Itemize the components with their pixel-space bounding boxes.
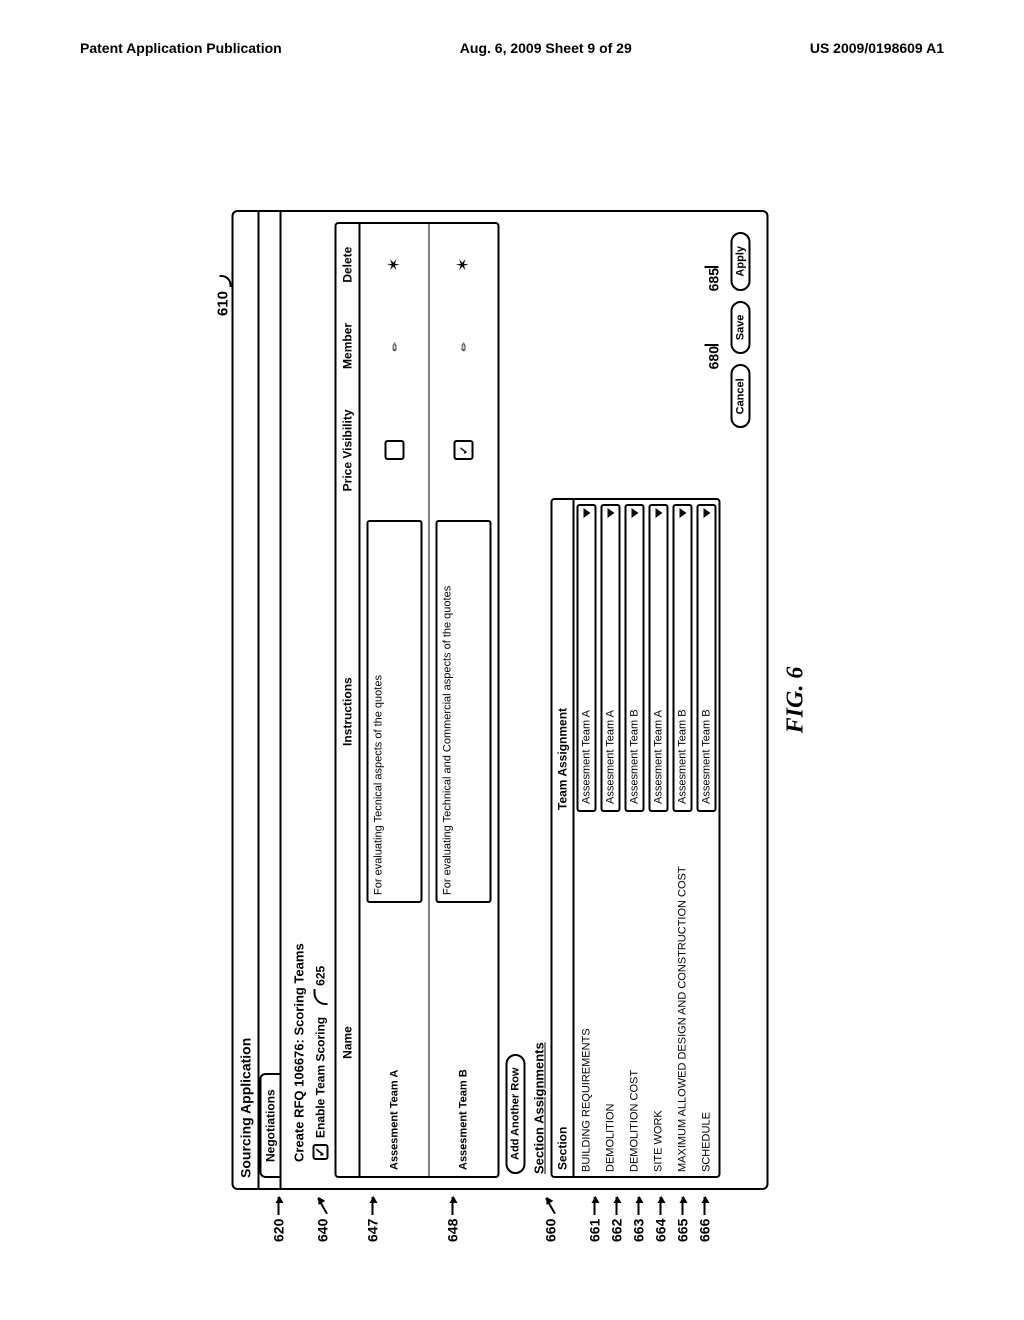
team-assignment-select[interactable]: Assesment Team B — [697, 504, 717, 812]
col-team-assignment: Team Assignment — [553, 500, 574, 816]
team-row: Assesment Team A For evaluating Tecnical… — [360, 224, 430, 1176]
enable-label: Enable Team Scoring — [314, 1016, 328, 1137]
save-button[interactable]: Save — [731, 300, 751, 354]
tab-negotiations[interactable]: Negotiations — [260, 1073, 280, 1178]
chevron-down-icon — [655, 508, 662, 518]
team-name: Assesment Team A — [360, 909, 430, 1176]
team-assignment-select[interactable]: Assesment Team A — [649, 504, 669, 812]
chevron-down-icon — [631, 508, 638, 518]
section-name: DEMOLITION COST — [623, 816, 647, 1176]
chevron-down-icon — [583, 508, 590, 518]
enable-team-scoring-checkbox[interactable]: ✓ — [313, 1144, 329, 1160]
ref-685: 685 — [705, 266, 722, 291]
edit-member-icon[interactable] — [387, 338, 403, 354]
sections-table: Section Team Assignment BUILDING REQUIRE… — [551, 498, 721, 1178]
delete-icon[interactable] — [391, 257, 403, 271]
header-right: US 2009/0198609 A1 — [810, 40, 944, 56]
team-assignment-select[interactable]: Assesment Team B — [625, 504, 645, 812]
section-row: MAXIMUM ALLOWED DESIGN AND CONSTRUCTION … — [671, 500, 695, 1176]
teams-table: Name Instructions Price Visibility Membe… — [335, 222, 500, 1178]
team-assignment-select[interactable]: Assesment Team A — [601, 504, 621, 812]
apply-button[interactable]: Apply — [731, 232, 751, 291]
col-instructions: Instructions — [337, 514, 360, 909]
figure-caption: FIG. 6 — [783, 210, 810, 1190]
price-visibility-checkbox[interactable] — [385, 440, 405, 460]
header-left: Patent Application Publication — [80, 40, 282, 56]
ref-numerals: 620 640 647 648 660 661 662 663 664 665 … — [215, 1192, 810, 1242]
col-delete: Delete — [337, 224, 360, 305]
team-instructions-input[interactable]: For evaluating Tecnical aspects of the q… — [367, 520, 423, 903]
team-name: Assesment Team B — [429, 909, 498, 1176]
header-center: Aug. 6, 2009 Sheet 9 of 29 — [460, 40, 632, 56]
add-another-row-button[interactable]: Add Another Row — [506, 1053, 526, 1173]
section-name: SCHEDULE — [695, 816, 719, 1176]
section-row: SCHEDULE Assesment Team B — [695, 500, 719, 1176]
team-instructions-input[interactable]: For evaluating Technical and Commercial … — [436, 520, 492, 903]
section-name: MAXIMUM ALLOWED DESIGN AND CONSTRUCTION … — [671, 816, 695, 1176]
col-member: Member — [337, 305, 360, 386]
ref-680: 680 — [705, 344, 722, 369]
section-assignments-title: Section Assignments — [532, 222, 547, 1174]
ref-625: 625 — [314, 965, 328, 1004]
app-window: Sourcing Application Negotiations Create… — [232, 210, 769, 1190]
ref-610: 610 — [215, 210, 232, 1190]
team-assignment-select[interactable]: Assesment Team B — [673, 504, 693, 812]
section-row: DEMOLITION Assesment Team A — [599, 500, 623, 1176]
chevron-down-icon — [679, 508, 686, 518]
section-name: BUILDING REQUIREMENTS — [574, 816, 599, 1176]
delete-icon[interactable] — [460, 257, 472, 271]
price-visibility-checkbox[interactable]: ✓ — [454, 440, 474, 460]
page-header: Patent Application Publication Aug. 6, 2… — [0, 0, 1024, 66]
section-name: DEMOLITION — [599, 816, 623, 1176]
chevron-down-icon — [703, 508, 710, 518]
col-price-visibility: Price Visibility — [337, 386, 360, 514]
col-section: Section — [553, 816, 574, 1176]
page-title: Create RFQ 106676: Scoring Teams — [292, 222, 307, 1174]
section-row: BUILDING REQUIREMENTS Assesment Team A — [574, 500, 599, 1176]
team-assignment-select[interactable]: Assesment Team A — [577, 504, 597, 812]
edit-member-icon[interactable] — [456, 338, 472, 354]
section-row: SITE WORK Assesment Team A — [647, 500, 671, 1176]
col-name: Name — [337, 909, 360, 1176]
chevron-down-icon — [607, 508, 614, 518]
team-row: Assesment Team B For evaluating Technica… — [429, 224, 498, 1176]
section-row: DEMOLITION COST Assesment Team B — [623, 500, 647, 1176]
cancel-button[interactable]: Cancel — [731, 364, 751, 428]
section-name: SITE WORK — [647, 816, 671, 1176]
app-title: Sourcing Application — [234, 212, 260, 1188]
